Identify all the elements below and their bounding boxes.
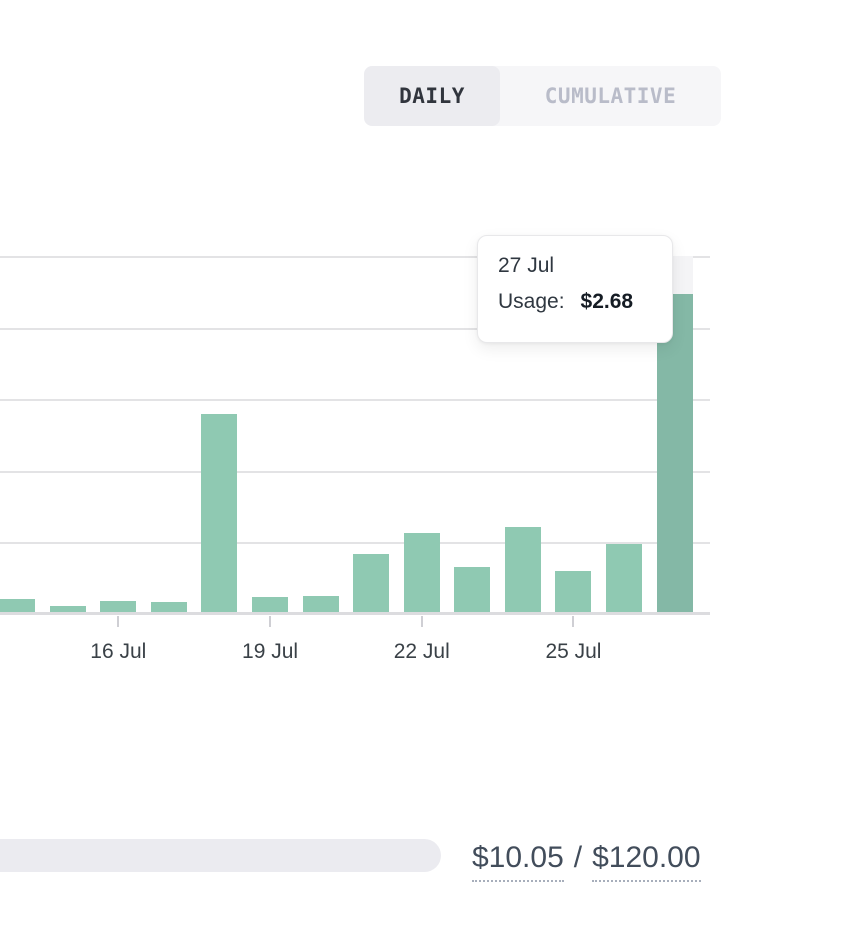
usage-progress-track (0, 839, 441, 872)
x-tick-22-jul (420, 616, 423, 627)
bar-16-jul[interactable] (100, 600, 137, 614)
bar-18-jul[interactable] (201, 413, 238, 614)
bar-14-jul[interactable] (0, 598, 36, 614)
toggle-cumulative-button[interactable]: CUMULATIVE (544, 84, 677, 108)
bar-26-jul[interactable] (606, 543, 643, 614)
tooltip-date: 27 Jul (498, 254, 555, 277)
bar-27-jul[interactable] (656, 294, 693, 614)
tooltip-usage-value: $2.68 (580, 290, 634, 313)
x-tick-16-jul (117, 616, 120, 627)
bar-19-jul[interactable] (252, 597, 289, 614)
bar-20-jul[interactable] (302, 596, 339, 614)
chart-tooltip: 27 Jul Usage: $2.68 (477, 235, 673, 343)
bar-25-jul[interactable] (555, 571, 592, 614)
bar-22-jul[interactable] (403, 532, 440, 614)
gridline-1.2 (0, 470, 710, 473)
bar-21-jul[interactable] (353, 554, 390, 614)
bar-15-jul[interactable] (49, 605, 86, 614)
tooltip-usage-label: Usage: (498, 290, 565, 313)
x-label-22-jul: 22 Jul (393, 640, 450, 663)
gridline-3.0 (0, 256, 710, 258)
toggle-daily-button[interactable]: DAILY (364, 66, 500, 126)
gridline-2.4 (0, 327, 710, 330)
gridline-1.8 (0, 399, 710, 402)
usage-limit-amount[interactable]: $120.00 (592, 841, 701, 882)
usage-summary: $10.05 / $120.00 (472, 841, 701, 882)
view-toggle: DAILY CUMULATIVE (364, 66, 721, 126)
x-tick-25-jul (572, 616, 575, 627)
x-label-16-jul: 16 Jul (90, 640, 147, 663)
x-label-25-jul: 25 Jul (545, 640, 602, 663)
x-axis-line (0, 612, 710, 615)
usage-summary-separator: / (573, 841, 583, 874)
usage-spent-amount[interactable]: $10.05 (472, 841, 564, 882)
gridline-0.6 (0, 542, 710, 545)
bar-23-jul[interactable] (454, 567, 491, 614)
x-label-19-jul: 19 Jul (242, 640, 299, 663)
x-tick-19-jul (269, 616, 272, 627)
bar-17-jul[interactable] (150, 602, 187, 614)
bar-24-jul[interactable] (504, 526, 541, 614)
usage-bar-chart (0, 256, 710, 614)
